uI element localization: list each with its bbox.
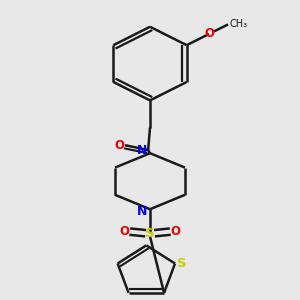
Text: S: S	[145, 227, 155, 240]
Text: N: N	[137, 205, 147, 218]
Text: O: O	[171, 225, 181, 238]
Text: N: N	[137, 144, 147, 157]
Text: O: O	[115, 139, 125, 152]
Text: O: O	[119, 225, 129, 238]
Text: S: S	[177, 257, 187, 270]
Text: CH₃: CH₃	[230, 20, 248, 29]
Text: O: O	[204, 28, 214, 40]
